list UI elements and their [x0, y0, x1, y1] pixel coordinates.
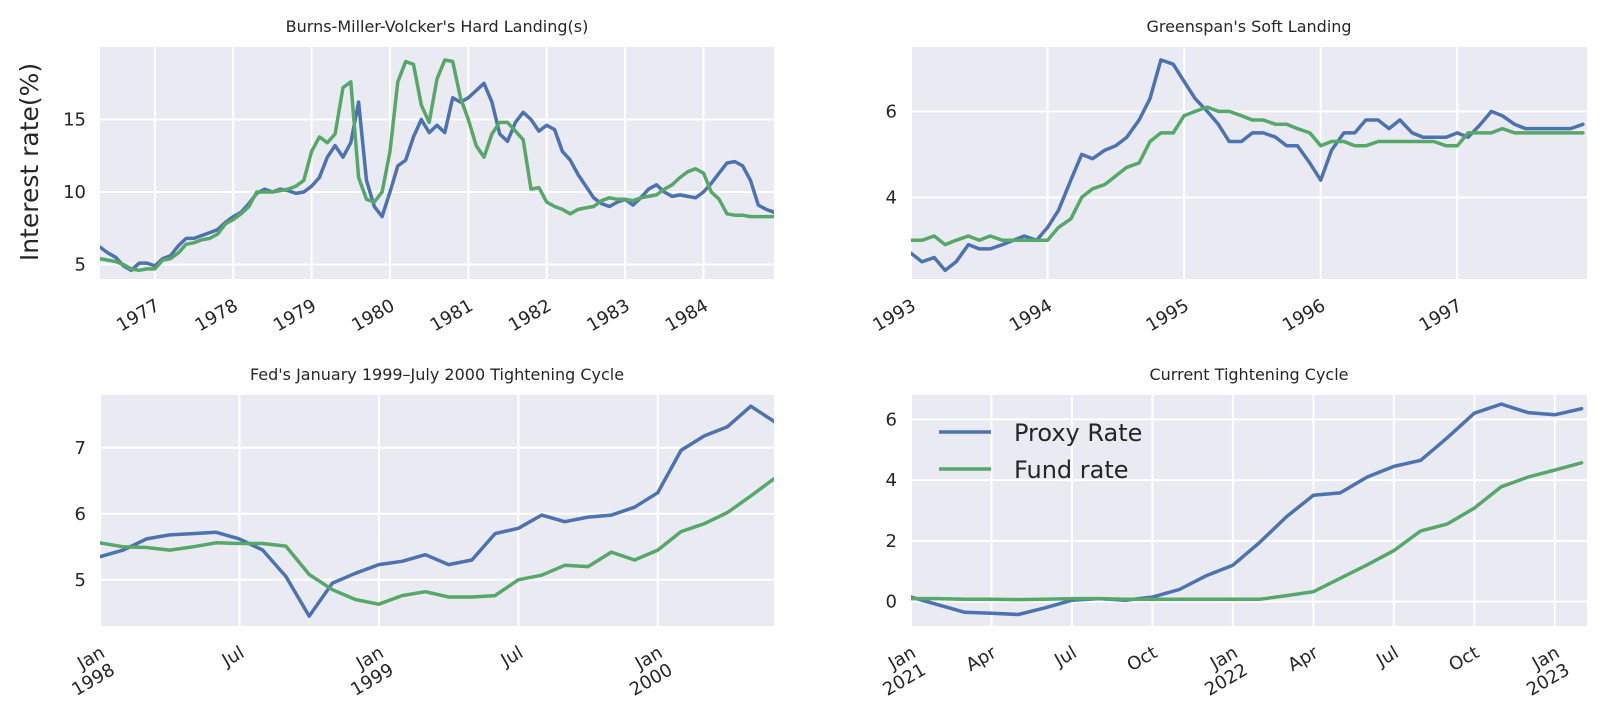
x-tick-label: Oct — [1445, 642, 1482, 676]
x-tick-label: Jan2022 — [1191, 642, 1251, 700]
x-tick-label: 1995 — [1142, 295, 1192, 336]
x-tick-label: 1983 — [583, 295, 633, 336]
x-tick-label: 1977 — [113, 295, 163, 336]
x-tick-label: 1980 — [348, 295, 398, 336]
y-tick-label: 15 — [63, 110, 86, 131]
x-tick-label: Jul — [218, 642, 248, 672]
plot-area — [100, 395, 774, 626]
series-line-proxy-rate — [911, 58, 1585, 273]
chart-panel-1: Burns-Miller-Volcker's Hard Landing(s) 5 1… — [63, 17, 774, 336]
x-tick-label: Jan2000 — [616, 642, 676, 700]
x-tick-label: Jan2023 — [1513, 642, 1573, 700]
y-tick-label: 6 — [75, 504, 86, 525]
chart-panel-3: Fed's January 1999–July 2000 Tightening … — [58, 365, 774, 701]
chart-title: Burns-Miller-Volcker's Hard Landing(s) — [286, 17, 589, 36]
series-line-fund-rate — [911, 461, 1584, 602]
chart-panel-2: Greenspan's Soft Landing 4 6 1993 1994 1995 19… — [869, 17, 1587, 336]
x-tick-label: 1979 — [270, 295, 320, 336]
x-tick-label: 1984 — [662, 295, 712, 336]
y-tick-label: 6 — [886, 101, 897, 122]
y-tick-label: 7 — [75, 438, 86, 459]
y-tick-label: 10 — [63, 182, 86, 203]
y-tick-label: 6 — [886, 409, 897, 430]
y-tick-label: 0 — [886, 592, 897, 613]
x-tick-label: 1982 — [505, 295, 555, 336]
series-line-fund-rate — [100, 477, 774, 606]
x-tick-label: 1978 — [192, 295, 242, 336]
x-tick-label: Apr — [1284, 642, 1322, 676]
chart-title: Fed's January 1999–July 2000 Tightening … — [250, 365, 624, 384]
x-tick-label: Jul — [1050, 642, 1080, 672]
x-tick-label: Jul — [1372, 642, 1402, 672]
x-tick-label: Jul — [497, 642, 527, 672]
series-line-proxy-rate — [911, 402, 1584, 617]
x-tick-label: Jan2021 — [869, 642, 929, 700]
plot-area — [911, 395, 1587, 626]
y-tick-label: 5 — [75, 255, 86, 276]
legend-label: Proxy Rate — [1014, 419, 1142, 447]
x-tick-label: Jan1999 — [337, 642, 397, 700]
chart-title: Greenspan's Soft Landing — [1146, 17, 1351, 36]
chart-panel-4: Current Tightening Cycle 0 2 4 6 Jan2021 Apr Ju… — [869, 365, 1587, 701]
x-tick-label: Apr — [963, 642, 1001, 676]
x-tick-label: 1997 — [1416, 295, 1466, 336]
y-axis-label: Interest rate(%) — [15, 63, 44, 261]
plot-area — [911, 47, 1587, 279]
x-tick-label: 1994 — [1006, 295, 1056, 336]
x-tick-label: 1996 — [1279, 295, 1329, 336]
legend: Proxy Rate Fund rate — [939, 419, 1142, 484]
chart-title: Current Tightening Cycle — [1149, 365, 1348, 384]
y-tick-label: 5 — [75, 570, 86, 591]
x-tick-label: Oct — [1123, 642, 1160, 676]
series-line-fund-rate — [100, 58, 774, 273]
x-tick-label: 1981 — [427, 295, 477, 336]
series-line-fund-rate — [911, 105, 1585, 247]
y-tick-label: 4 — [886, 187, 897, 208]
y-tick-label: 4 — [886, 470, 897, 491]
x-tick-label: 1993 — [869, 295, 919, 336]
legend-label: Fund rate — [1014, 456, 1129, 484]
y-tick-label: 2 — [886, 531, 897, 552]
x-tick-label: Jan1998 — [58, 642, 118, 700]
